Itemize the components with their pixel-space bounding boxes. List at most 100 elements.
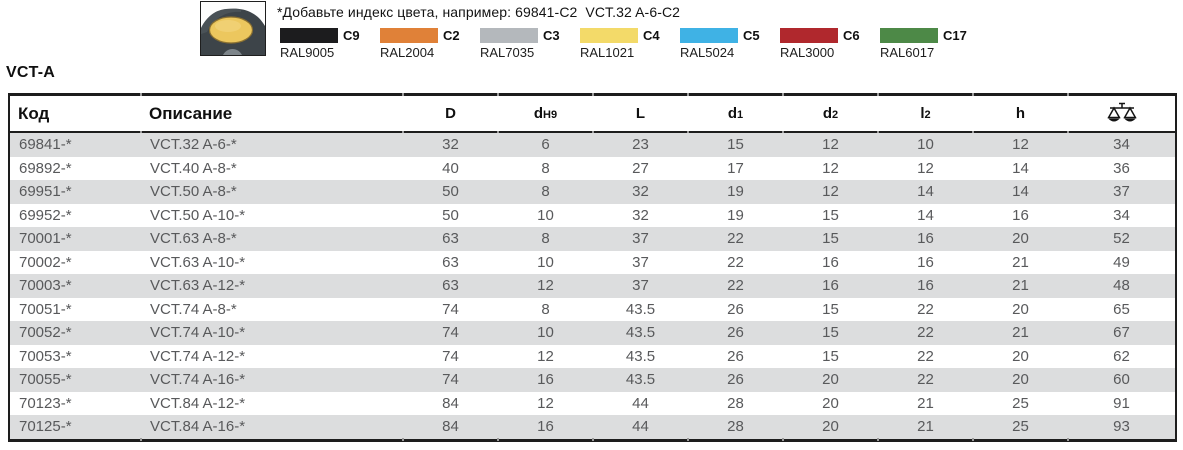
value-cell: 16 bbox=[822, 253, 839, 271]
column-divider-tick bbox=[497, 438, 499, 441]
value-cell: 22 bbox=[917, 371, 934, 388]
col-header-label: d bbox=[533, 104, 544, 122]
column-divider-tick bbox=[1067, 131, 1069, 133]
value-cell: 16 bbox=[537, 418, 554, 435]
description-cell: VCT.74 A-8-* bbox=[150, 300, 237, 318]
table-row: 69952-* VCT.50 A-10-* 50 10 32 19 15 14 16 34 bbox=[9, 203, 1176, 227]
value-cell: 74 bbox=[442, 300, 459, 318]
table-body: 69841-* VCT.32 A-6-* 32 6 23 15 12 10 12 34 69892-… bbox=[9, 132, 1176, 440]
col-header-label: L bbox=[635, 104, 646, 122]
col-header-l2: l2 bbox=[878, 94, 973, 133]
code-cell: 70052-* bbox=[19, 324, 72, 341]
value-cell: 12 bbox=[537, 347, 554, 365]
code-cell: 70001-* bbox=[19, 230, 72, 247]
column-divider-tick bbox=[972, 131, 974, 133]
column-divider-tick bbox=[1067, 93, 1069, 96]
value-cell: 10 bbox=[537, 206, 554, 224]
value-cell: 21 bbox=[1012, 277, 1029, 294]
color-swatch bbox=[480, 28, 538, 43]
col-header-dH9: dH9 bbox=[498, 94, 593, 133]
description-cell: VCT.74 A-12-* bbox=[150, 347, 246, 365]
table-row: 70003-* VCT.63 A-12-* 63 12 37 22 16 16 21 48 bbox=[9, 274, 1176, 298]
column-divider-tick bbox=[687, 438, 689, 441]
col-header-weight bbox=[1068, 94, 1176, 133]
table-row: 70123-* VCT.84 A-12-* 84 12 44 28 20 21 25 91 bbox=[9, 391, 1176, 415]
value-cell: 43.5 bbox=[625, 324, 656, 341]
value-cell: 74 bbox=[442, 347, 459, 365]
column-divider-tick bbox=[592, 438, 594, 441]
table-row: 69951-* VCT.50 A-8-* 50 8 32 19 12 14 14 37 bbox=[9, 180, 1176, 204]
product-table-wrap: Код Описание D dH9 L d1 d2 l2 h bbox=[8, 93, 1177, 442]
value-cell: 84 bbox=[442, 394, 459, 412]
column-divider-tick bbox=[497, 93, 499, 96]
value-cell: 74 bbox=[442, 371, 459, 388]
column-divider-tick bbox=[687, 93, 689, 96]
color-swatch-group: C9 RAL9005 bbox=[280, 27, 380, 60]
ral-label: RAL1021 bbox=[580, 45, 635, 60]
value-cell: 36 bbox=[1113, 159, 1130, 177]
ral-label: RAL7035 bbox=[480, 45, 535, 60]
value-cell: 20 bbox=[1012, 300, 1029, 318]
table-row: 70053-* VCT.74 A-12-* 74 12 43.5 26 15 22 20 62 bbox=[9, 344, 1176, 368]
value-cell: 12 bbox=[822, 183, 839, 200]
code-cell: 69952-* bbox=[19, 206, 72, 224]
value-cell: 63 bbox=[442, 253, 459, 271]
value-cell: 67 bbox=[1113, 324, 1130, 341]
value-cell: 21 bbox=[917, 394, 934, 412]
value-cell: 14 bbox=[1012, 159, 1029, 177]
table-row: 70051-* VCT.74 A-8-* 74 8 43.5 26 15 22 20 65 bbox=[9, 297, 1176, 321]
col-header-d1: d1 bbox=[688, 94, 783, 133]
value-cell: 37 bbox=[1113, 183, 1130, 200]
value-cell: 43.5 bbox=[625, 300, 656, 318]
color-swatch bbox=[280, 28, 338, 43]
col-header-code: Код bbox=[9, 94, 141, 133]
color-code-label: C17 bbox=[943, 28, 967, 43]
value-cell: 62 bbox=[1113, 347, 1130, 365]
value-cell: 12 bbox=[537, 394, 554, 412]
description-cell: VCT.32 A-6-* bbox=[150, 136, 237, 153]
value-cell: 8 bbox=[541, 183, 550, 200]
value-cell: 15 bbox=[822, 206, 839, 224]
value-cell: 49 bbox=[1113, 253, 1130, 271]
col-header-sub: 2 bbox=[924, 108, 931, 121]
value-cell: 23 bbox=[632, 136, 649, 153]
value-cell: 22 bbox=[917, 300, 934, 318]
col-header-sub: 2 bbox=[832, 108, 839, 121]
table-row: 70052-* VCT.74 A-10-* 74 10 43.5 26 15 22 21 67 bbox=[9, 321, 1176, 345]
value-cell: 50 bbox=[442, 206, 459, 224]
code-cell: 70123-* bbox=[19, 394, 72, 412]
value-cell: 20 bbox=[1012, 371, 1029, 388]
value-cell: 14 bbox=[917, 206, 934, 224]
value-cell: 60 bbox=[1113, 371, 1130, 388]
column-divider-tick bbox=[972, 93, 974, 96]
value-cell: 22 bbox=[727, 253, 744, 271]
col-header-sub: H9 bbox=[543, 108, 558, 121]
value-cell: 10 bbox=[917, 136, 934, 153]
value-cell: 63 bbox=[442, 277, 459, 294]
col-header-description: Описание bbox=[141, 94, 403, 133]
table-row: 70125-* VCT.84 A-16-* 84 16 44 28 20 21 25 93 bbox=[9, 415, 1176, 440]
code-cell: 70053-* bbox=[19, 347, 72, 365]
table-row: 69841-* VCT.32 A-6-* 32 6 23 15 12 10 12 34 bbox=[9, 132, 1176, 157]
column-divider-tick bbox=[402, 131, 404, 133]
value-cell: 25 bbox=[1012, 394, 1029, 412]
ral-label: RAL5024 bbox=[680, 45, 735, 60]
value-cell: 26 bbox=[727, 347, 744, 365]
value-cell: 16 bbox=[917, 277, 934, 294]
value-cell: 25 bbox=[1012, 418, 1029, 435]
value-cell: 34 bbox=[1113, 206, 1130, 224]
color-code-label: C4 bbox=[643, 28, 660, 43]
color-swatch-group: C4 RAL1021 bbox=[580, 27, 680, 60]
value-cell: 15 bbox=[822, 324, 839, 341]
value-cell: 48 bbox=[1113, 277, 1130, 294]
value-cell: 27 bbox=[632, 159, 649, 177]
ral-label: RAL2004 bbox=[380, 45, 435, 60]
value-cell: 16 bbox=[917, 230, 934, 247]
value-cell: 19 bbox=[727, 206, 744, 224]
value-cell: 63 bbox=[442, 230, 459, 247]
value-cell: 28 bbox=[727, 418, 744, 435]
value-cell: 50 bbox=[442, 183, 459, 200]
col-header-label: h bbox=[1015, 104, 1026, 122]
column-divider-tick bbox=[592, 131, 594, 133]
